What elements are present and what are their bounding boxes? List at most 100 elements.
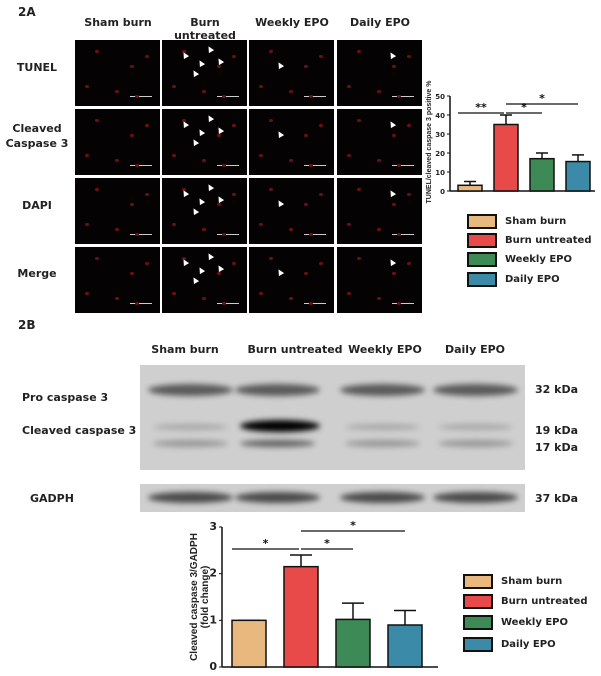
cell-signal <box>319 262 323 265</box>
blot-column-header: Sham burn <box>151 343 219 356</box>
scale-bar <box>392 303 414 304</box>
cell-signal <box>397 164 401 167</box>
kda-19: 19 kDa <box>535 424 579 437</box>
legend-label: Weekly EPO <box>501 617 568 628</box>
band-pro-caspase <box>433 384 518 396</box>
cell-signal <box>397 233 401 236</box>
panel-b-label: 2B <box>18 318 36 332</box>
cell-signal <box>232 262 236 265</box>
cell-signal <box>377 228 381 231</box>
cell-signal <box>357 188 361 191</box>
band-19kda <box>438 424 513 430</box>
band-17kda <box>345 440 420 447</box>
legend-item: Burn untreated <box>463 594 587 609</box>
cell-signal <box>259 223 263 226</box>
cell-signal <box>115 159 119 162</box>
significance-marker: * <box>521 101 527 114</box>
scale-bar <box>217 165 239 166</box>
microscopy-panel <box>337 109 422 175</box>
microscopy-panel <box>249 109 334 175</box>
y-tick-label: 20 <box>435 150 445 158</box>
cell-signal <box>95 50 99 53</box>
row-label: TUNEL <box>16 61 58 74</box>
band-gadph <box>340 492 425 503</box>
scale-bar <box>130 303 152 304</box>
cell-signal <box>85 85 89 88</box>
legend-swatch <box>467 252 497 267</box>
cell-signal <box>115 90 119 93</box>
cell-signal <box>269 50 273 53</box>
cell-signal <box>377 159 381 162</box>
cell-signal <box>95 257 99 260</box>
kda-17: 17 kDa <box>535 441 579 454</box>
cell-signal <box>222 95 226 98</box>
cell-signal <box>172 85 176 88</box>
arrowhead-icon <box>196 127 206 137</box>
row-label: DAPI <box>22 199 52 212</box>
cell-signal <box>217 65 221 68</box>
scale-bar <box>217 234 239 235</box>
microscopy-panel <box>75 178 160 244</box>
cell-signal <box>217 272 221 275</box>
y-tick-label: 0 <box>440 188 445 195</box>
legend-swatch <box>463 637 493 652</box>
cell-signal <box>304 65 308 68</box>
scale-bar <box>304 303 326 304</box>
microscopy-panel <box>337 178 422 244</box>
legend-item: Burn untreated <box>467 233 591 248</box>
cell-signal <box>115 228 119 231</box>
legend-item: Sham burn <box>463 574 562 589</box>
cell-signal <box>135 302 139 305</box>
cell-signal <box>357 257 361 260</box>
panel-a-label: 2A <box>18 5 36 19</box>
arrowhead-icon <box>205 251 215 261</box>
cell-signal <box>135 95 139 98</box>
band-17kda <box>438 440 513 447</box>
y-tick-label: 1 <box>209 613 217 626</box>
scale-bar <box>130 234 152 235</box>
legend-swatch <box>467 214 497 229</box>
arrowhead-icon <box>190 275 200 285</box>
cell-signal <box>407 124 411 127</box>
bar <box>565 160 591 192</box>
cell-signal <box>259 154 263 157</box>
scale-bar <box>304 96 326 97</box>
row-label: Cleaved Caspase 3 <box>5 122 69 150</box>
cell-signal <box>85 223 89 226</box>
scale-bar <box>130 165 152 166</box>
blot-column-header: Weekly EPO <box>348 343 422 356</box>
cell-signal <box>95 188 99 191</box>
arrowhead-icon <box>215 56 225 66</box>
cell-signal <box>347 85 351 88</box>
legend-item: Sham burn <box>467 214 566 229</box>
significance-marker: * <box>324 537 330 550</box>
legend-item: Weekly EPO <box>463 615 568 630</box>
cell-signal <box>115 297 119 300</box>
cell-signal <box>172 292 176 295</box>
cell-signal <box>357 50 361 53</box>
cell-signal <box>145 193 149 196</box>
y-tick-label: 10 <box>435 169 445 177</box>
band-pro-caspase <box>340 384 425 396</box>
row-label: Merge <box>17 267 57 280</box>
cell-signal <box>407 55 411 58</box>
cell-signal <box>202 297 206 300</box>
band-19kda <box>240 420 320 432</box>
blot-column-header: Burn untreated <box>247 343 343 356</box>
band-19kda <box>153 424 228 430</box>
label-cleaved-caspase: Cleaved caspase 3 <box>22 424 137 437</box>
bar <box>493 123 519 192</box>
bar <box>283 565 319 668</box>
cell-signal <box>309 233 313 236</box>
arrowhead-icon <box>387 119 397 129</box>
cell-signal <box>217 203 221 206</box>
cell-signal <box>289 297 293 300</box>
cell-signal <box>309 164 313 167</box>
arrowhead-icon <box>190 68 200 78</box>
arrowhead-icon <box>215 125 225 135</box>
arrowhead-icon <box>387 50 397 60</box>
legend-label: Weekly EPO <box>505 254 572 265</box>
cell-signal <box>269 257 273 260</box>
legend-label: Burn untreated <box>501 596 588 607</box>
arrowhead-icon <box>190 206 200 216</box>
